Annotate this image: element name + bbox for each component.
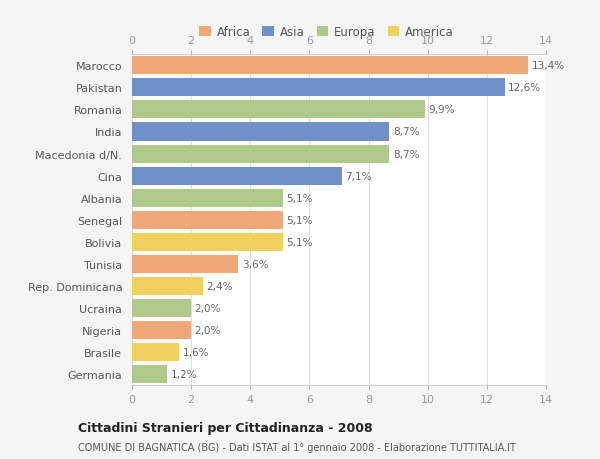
Text: 9,9%: 9,9% bbox=[428, 105, 455, 115]
Bar bbox=[132, 189, 283, 207]
Text: 1,6%: 1,6% bbox=[183, 347, 209, 358]
Bar bbox=[132, 211, 283, 230]
Text: 8,7%: 8,7% bbox=[393, 127, 419, 137]
Text: 5,1%: 5,1% bbox=[286, 193, 313, 203]
Text: 3,6%: 3,6% bbox=[242, 259, 269, 269]
Text: Cittadini Stranieri per Cittadinanza - 2008: Cittadini Stranieri per Cittadinanza - 2… bbox=[78, 421, 373, 434]
Text: 2,4%: 2,4% bbox=[206, 281, 233, 291]
Text: 8,7%: 8,7% bbox=[393, 149, 419, 159]
Text: 12,6%: 12,6% bbox=[508, 83, 541, 93]
Bar bbox=[132, 255, 238, 274]
Legend: Africa, Asia, Europa, America: Africa, Asia, Europa, America bbox=[196, 22, 458, 43]
Text: COMUNE DI BAGNATICA (BG) - Dati ISTAT al 1° gennaio 2008 - Elaborazione TUTTITAL: COMUNE DI BAGNATICA (BG) - Dati ISTAT al… bbox=[78, 442, 516, 452]
Text: 7,1%: 7,1% bbox=[346, 171, 372, 181]
Bar bbox=[132, 57, 528, 75]
Bar bbox=[132, 277, 203, 296]
Text: 2,0%: 2,0% bbox=[194, 325, 221, 336]
Bar bbox=[132, 233, 283, 252]
Text: 13,4%: 13,4% bbox=[532, 61, 565, 71]
Bar bbox=[132, 123, 389, 141]
Bar bbox=[132, 343, 179, 362]
Text: 5,1%: 5,1% bbox=[286, 215, 313, 225]
Text: 1,2%: 1,2% bbox=[171, 369, 197, 380]
Text: 2,0%: 2,0% bbox=[194, 303, 221, 313]
Bar bbox=[132, 299, 191, 318]
Bar bbox=[132, 79, 505, 97]
Bar bbox=[132, 101, 425, 119]
Bar bbox=[132, 365, 167, 384]
Text: 5,1%: 5,1% bbox=[286, 237, 313, 247]
Bar bbox=[132, 167, 342, 185]
Bar bbox=[132, 145, 389, 163]
Bar bbox=[132, 321, 191, 340]
